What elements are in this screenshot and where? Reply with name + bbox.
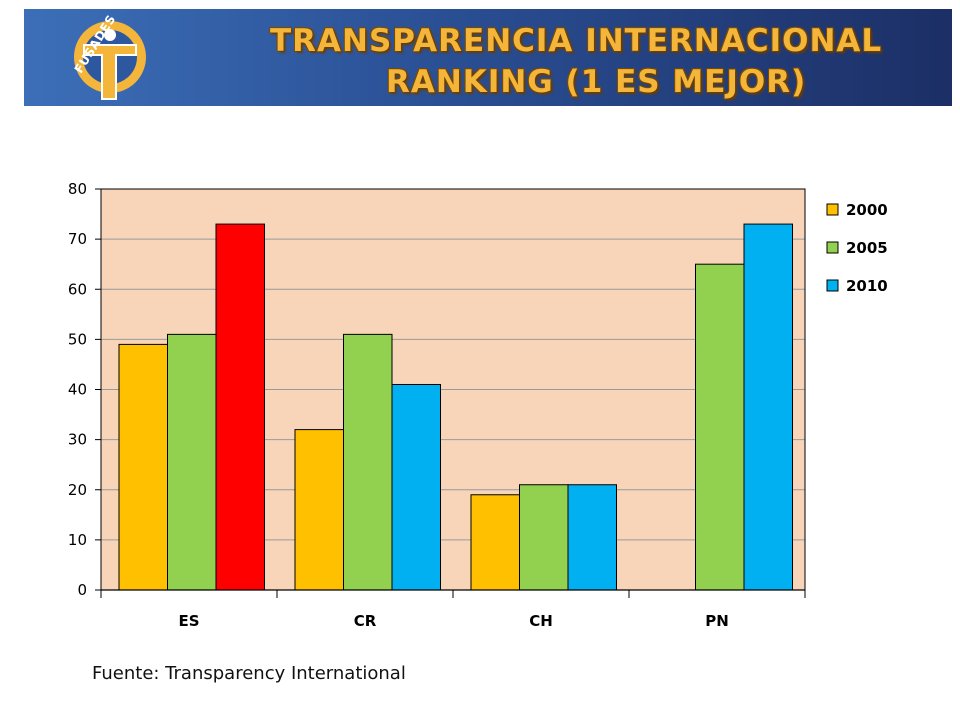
fusades-emblem-icon: [74, 21, 146, 100]
bar-cr-2000: [294, 429, 344, 591]
bar-ch-2005: [519, 484, 569, 591]
legend-label-2000: 2000: [846, 201, 888, 219]
y-tick-label: 50: [68, 330, 87, 348]
title-line-2: RANKING (1 ES MEJOR): [386, 64, 807, 100]
y-tick-label: 30: [68, 431, 87, 449]
legend-swatch: [826, 279, 839, 292]
bar-es-2000: [118, 343, 168, 591]
fusades-logo: FUSADES: [54, 12, 154, 107]
bar-pn-2010: [743, 223, 793, 591]
y-tick-label: 20: [68, 481, 87, 499]
legend-label-2010: 2010: [846, 277, 888, 295]
y-tick-label: 10: [68, 531, 87, 549]
bar-pn-2005: [695, 263, 745, 591]
x-tick-label: PN: [705, 612, 729, 630]
bar-es-2010: [215, 223, 265, 591]
y-tick-label: 40: [68, 381, 87, 399]
title-banner: FUSADES TRANSPARENCIA INTERNACIONAL RANK…: [24, 9, 952, 106]
y-tick-label: 60: [68, 280, 87, 298]
bar-es-2005: [167, 333, 217, 591]
x-tick-label: ES: [178, 612, 199, 630]
y-tick-label: 80: [68, 180, 87, 198]
bar-cr-2010: [391, 383, 441, 591]
bar-ch-2010: [567, 484, 617, 591]
legend-swatch: [826, 203, 839, 216]
legend-swatch: [826, 241, 839, 254]
x-tick-label: CH: [529, 612, 553, 630]
title-line-1: TRANSPARENCIA INTERNACIONAL: [270, 23, 883, 59]
bar-ch-2000: [470, 494, 520, 591]
y-tick-label: 0: [77, 581, 87, 599]
source-note: Fuente: Transparency International: [92, 663, 406, 684]
y-tick-label: 70: [68, 230, 87, 248]
x-tick-label: CR: [354, 612, 377, 630]
bar-cr-2005: [343, 333, 393, 591]
legend-label-2005: 2005: [846, 239, 888, 257]
